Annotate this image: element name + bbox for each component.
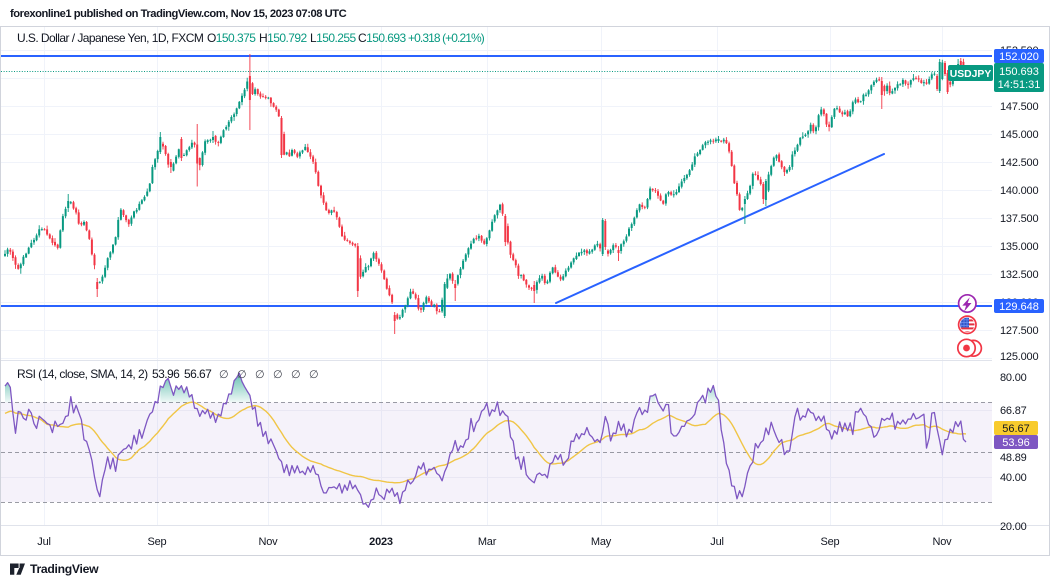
svg-text:May: May: [591, 536, 612, 548]
svg-text:L150.255: L150.255: [310, 31, 357, 45]
svg-text:53.96: 53.96: [1002, 437, 1030, 449]
svg-text:66.87: 66.87: [1000, 405, 1027, 417]
svg-text:140.000: 140.000: [1000, 185, 1038, 197]
svg-text:∅: ∅: [273, 369, 283, 381]
svg-text:129.648: 129.648: [999, 301, 1039, 313]
svg-text:142.500: 142.500: [1000, 157, 1038, 169]
svg-text:152.020: 152.020: [999, 51, 1039, 63]
svg-text:C150.693: C150.693: [358, 31, 407, 45]
svg-text:14:51:31: 14:51:31: [998, 79, 1041, 91]
svg-text:O150.375: O150.375: [207, 31, 256, 45]
svg-text:80.00: 80.00: [1000, 372, 1027, 384]
svg-text:TradingView: TradingView: [30, 562, 99, 576]
svg-text:∅: ∅: [309, 369, 319, 381]
svg-text:Jul: Jul: [37, 536, 50, 548]
svg-text:RSI (14, close, SMA, 14, 2): RSI (14, close, SMA, 14, 2): [17, 367, 148, 381]
svg-text:+0.318 (+0.21%): +0.318 (+0.21%): [408, 31, 485, 45]
svg-text:137.500: 137.500: [1000, 213, 1038, 225]
svg-text:U.S. Dollar / Japanese Yen, 1D: U.S. Dollar / Japanese Yen, 1D, FXCM: [17, 31, 204, 45]
svg-text:20.00: 20.00: [1000, 521, 1027, 533]
svg-text:USDJPY: USDJPY: [950, 69, 992, 80]
svg-text:135.000: 135.000: [1000, 241, 1038, 253]
svg-text:53.96: 53.96: [152, 367, 180, 381]
svg-text:∅: ∅: [237, 369, 247, 381]
svg-text:∅: ∅: [291, 369, 301, 381]
svg-text:Mar: Mar: [478, 536, 497, 548]
svg-text:48.89: 48.89: [1000, 452, 1027, 464]
svg-text:Nov: Nov: [259, 536, 279, 548]
svg-text:∅: ∅: [219, 369, 229, 381]
svg-text:147.500: 147.500: [1000, 101, 1038, 113]
svg-text:H150.792: H150.792: [259, 31, 308, 45]
svg-text:forexonline1 published on Trad: forexonline1 published on TradingView.co…: [10, 8, 347, 20]
svg-text:Nov: Nov: [933, 536, 953, 548]
svg-text:Jul: Jul: [710, 536, 723, 548]
svg-text:∅: ∅: [255, 369, 265, 381]
svg-text:145.000: 145.000: [1000, 129, 1038, 141]
svg-text:125.000: 125.000: [1000, 351, 1038, 363]
svg-text:56.67: 56.67: [184, 367, 212, 381]
svg-text:127.500: 127.500: [1000, 325, 1038, 337]
svg-text:56.67: 56.67: [1002, 423, 1030, 435]
svg-text:2023: 2023: [369, 536, 393, 548]
svg-text:150.693: 150.693: [999, 66, 1039, 78]
svg-text:Sep: Sep: [148, 536, 167, 548]
svg-text:40.00: 40.00: [1000, 472, 1027, 484]
svg-text:Sep: Sep: [821, 536, 840, 548]
svg-text:132.500: 132.500: [1000, 269, 1038, 281]
